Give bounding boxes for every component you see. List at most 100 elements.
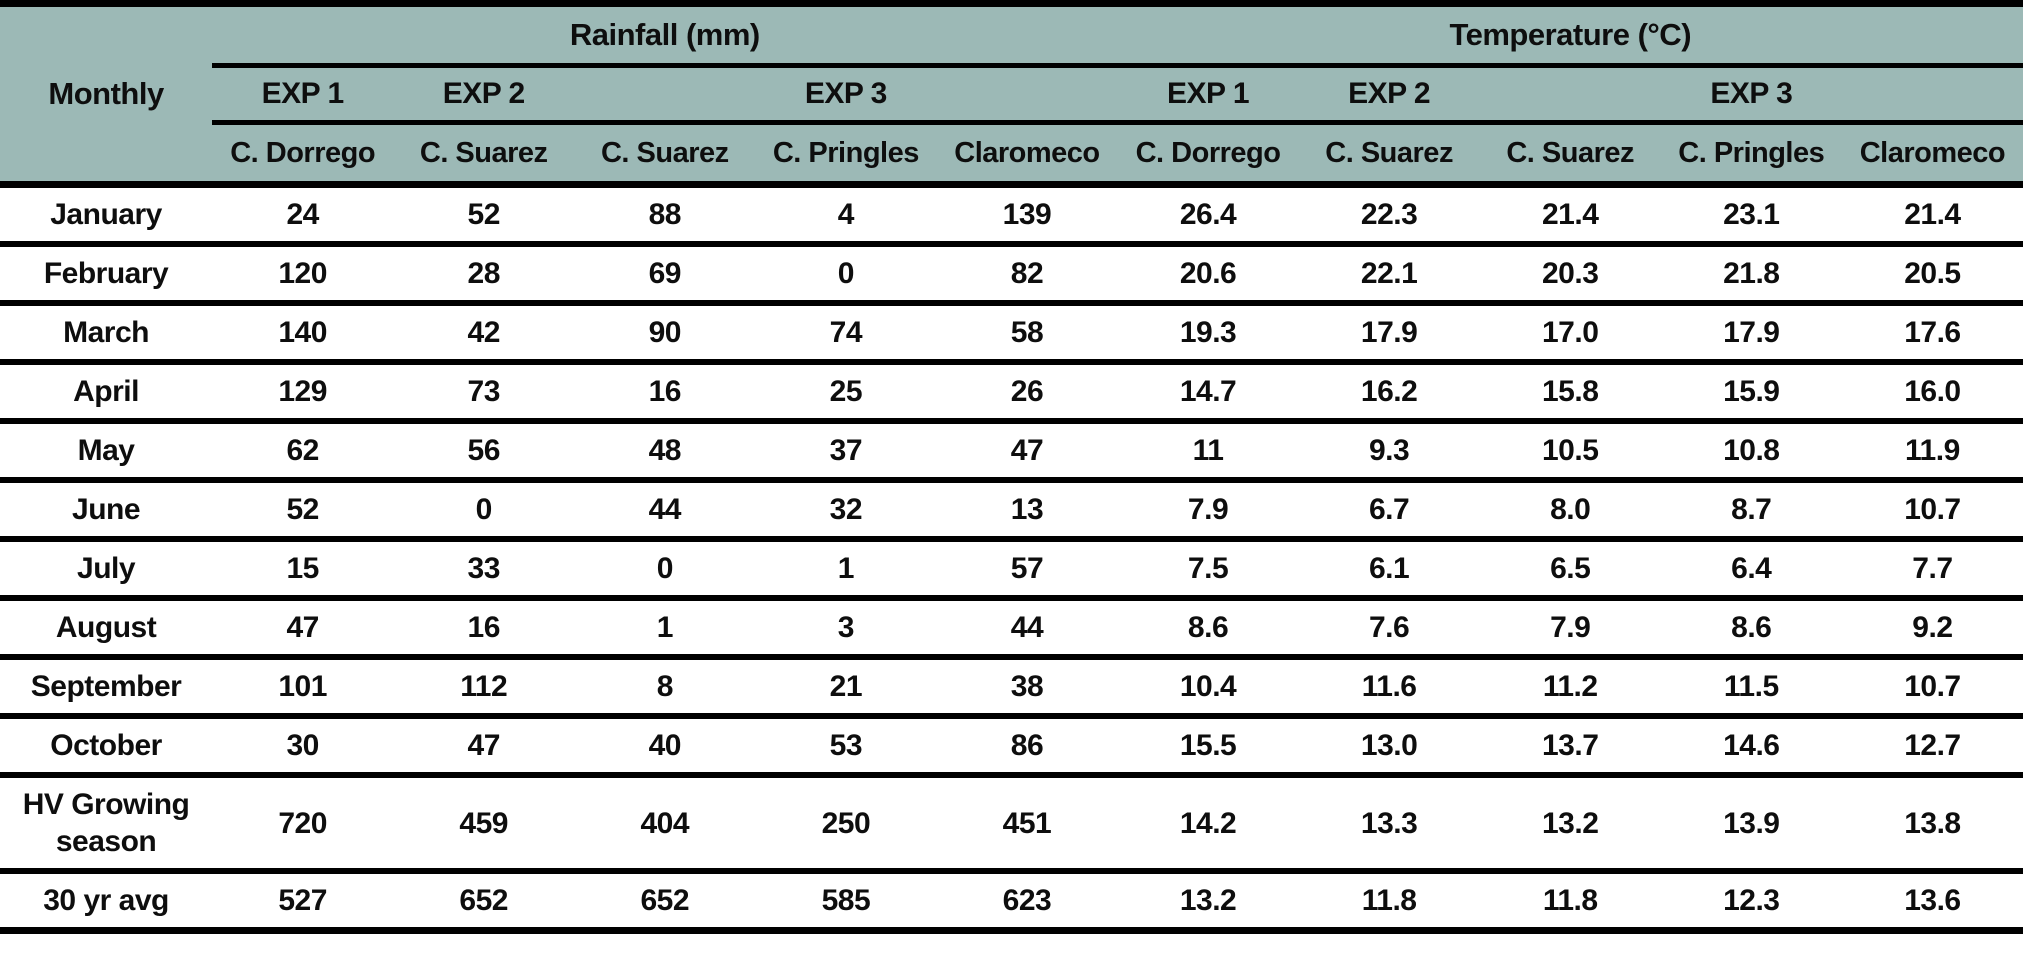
temperature-exp2-header: EXP 2 (1298, 65, 1480, 125)
temperature-value: 6.7 (1298, 480, 1480, 542)
temperature-value: 10.7 (1841, 657, 2023, 719)
temperature-value: 14.7 (1117, 362, 1299, 424)
row-label: April (0, 362, 213, 424)
temperature-value: 6.4 (1660, 539, 1842, 601)
temperature-value: 6.1 (1298, 539, 1480, 601)
rainfall-value: 69 (574, 244, 756, 306)
temperature-value: 10.7 (1841, 480, 2023, 542)
temperature-value: 15.8 (1479, 362, 1661, 424)
station-header: C. Suarez (574, 122, 756, 188)
table-header: Monthly Rainfall (mm) Temperature (°C) E… (0, 3, 2023, 188)
rainfall-value: 139 (936, 184, 1118, 247)
temperature-value: 17.9 (1660, 303, 1842, 365)
station-header: C. Dorrego (1117, 122, 1299, 188)
temperature-value: 13.6 (1841, 871, 2023, 934)
temperature-value: 13.7 (1479, 716, 1661, 778)
temperature-value: 16.0 (1841, 362, 2023, 424)
rainfall-value: 57 (936, 539, 1118, 601)
table-row: HV Growing season 720 459 404 250 451 14.2 13.3… (0, 775, 2023, 874)
rainfall-exp3-header: EXP 3 (574, 65, 1118, 125)
group-header-row: Monthly Rainfall (mm) Temperature (°C) (0, 3, 2023, 188)
temperature-value: 13.8 (1841, 775, 2023, 874)
temperature-value: 17.6 (1841, 303, 2023, 365)
rainfall-value: 0 (574, 539, 756, 601)
temperature-value: 15.9 (1660, 362, 1842, 424)
station-header: Claromeco (936, 122, 1118, 188)
rainfall-value: 0 (755, 244, 937, 306)
rainfall-value: 26 (936, 362, 1118, 424)
temperature-value: 10.5 (1479, 421, 1661, 483)
rainfall-value: 8 (574, 657, 756, 719)
temperature-value: 14.6 (1660, 716, 1842, 778)
temperature-value: 9.2 (1841, 598, 2023, 660)
row-label: July (0, 539, 213, 601)
row-label: February (0, 244, 213, 306)
rainfall-value: 38 (936, 657, 1118, 719)
temperature-value: 23.1 (1660, 184, 1842, 247)
rainfall-value: 652 (574, 871, 756, 934)
rainfall-value: 40 (574, 716, 756, 778)
temperature-value: 11 (1117, 421, 1299, 483)
exp-header-row: EXP 1 EXP 2 EXP 3 EXP 1 EXP 2 EXP 3 (0, 65, 2023, 125)
temperature-value: 7.5 (1117, 539, 1299, 601)
temperature-value: 10.4 (1117, 657, 1299, 719)
temperature-value: 11.2 (1479, 657, 1661, 719)
row-label: January (0, 184, 213, 247)
rainfall-value: 53 (755, 716, 937, 778)
temperature-value: 15.5 (1117, 716, 1299, 778)
rainfall-value: 24 (212, 184, 394, 247)
rainfall-value: 52 (393, 184, 575, 247)
rainfall-value: 33 (393, 539, 575, 601)
temperature-value: 8.0 (1479, 480, 1661, 542)
temperature-value: 11.6 (1298, 657, 1480, 719)
rainfall-value: 37 (755, 421, 937, 483)
row-label: October (0, 716, 213, 778)
temperature-value: 7.7 (1841, 539, 2023, 601)
rainfall-value: 623 (936, 871, 1118, 934)
temperature-value: 17.9 (1298, 303, 1480, 365)
rainfall-value: 58 (936, 303, 1118, 365)
rainfall-value: 140 (212, 303, 394, 365)
climate-data-table: Monthly Rainfall (mm) Temperature (°C) E… (0, 0, 2023, 934)
rainfall-value: 1 (574, 598, 756, 660)
rainfall-value: 56 (393, 421, 575, 483)
table-row: June 52 0 44 32 13 7.9 6.7 8.0 8.7 10.7 (0, 480, 2023, 542)
rainfall-value: 88 (574, 184, 756, 247)
rainfall-value: 1 (755, 539, 937, 601)
temperature-value: 7.9 (1117, 480, 1299, 542)
rainfall-value: 459 (393, 775, 575, 874)
temperature-value: 22.3 (1298, 184, 1480, 247)
row-label: August (0, 598, 213, 660)
rainfall-value: 90 (574, 303, 756, 365)
temperature-value: 21.4 (1841, 184, 2023, 247)
rainfall-exp2-header: EXP 2 (393, 65, 575, 125)
temperature-value: 13.2 (1479, 775, 1661, 874)
temperature-value: 20.3 (1479, 244, 1661, 306)
table-row: September 101 112 8 21 38 10.4 11.6 11.2 11.5 10.7 (0, 657, 2023, 719)
temperature-value: 12.3 (1660, 871, 1842, 934)
temperature-value: 13.0 (1298, 716, 1480, 778)
rainfall-value: 86 (936, 716, 1118, 778)
temperature-value: 8.6 (1660, 598, 1842, 660)
rainfall-value: 129 (212, 362, 394, 424)
rainfall-value: 652 (393, 871, 575, 934)
temperature-value: 9.3 (1298, 421, 1480, 483)
temperature-exp1-header: EXP 1 (1117, 65, 1299, 125)
station-header: C. Suarez (393, 122, 575, 188)
temperature-value: 10.8 (1660, 421, 1842, 483)
station-header: C. Suarez (1479, 122, 1661, 188)
rainfall-value: 74 (755, 303, 937, 365)
rainfall-value: 13 (936, 480, 1118, 542)
temperature-value: 6.5 (1479, 539, 1661, 601)
row-label: May (0, 421, 213, 483)
rainfall-value: 15 (212, 539, 394, 601)
rainfall-value: 120 (212, 244, 394, 306)
table-row: July 15 33 0 1 57 7.5 6.1 6.5 6.4 7.7 (0, 539, 2023, 601)
table-row: August 47 16 1 3 44 8.6 7.6 7.9 8.6 9.2 (0, 598, 2023, 660)
rainfall-value: 4 (755, 184, 937, 247)
rainfall-value: 451 (936, 775, 1118, 874)
station-header: C. Suarez (1298, 122, 1480, 188)
rainfall-value: 28 (393, 244, 575, 306)
station-header: C. Dorrego (212, 122, 394, 188)
table-row: April 129 73 16 25 26 14.7 16.2 15.8 15.9 16.0 (0, 362, 2023, 424)
